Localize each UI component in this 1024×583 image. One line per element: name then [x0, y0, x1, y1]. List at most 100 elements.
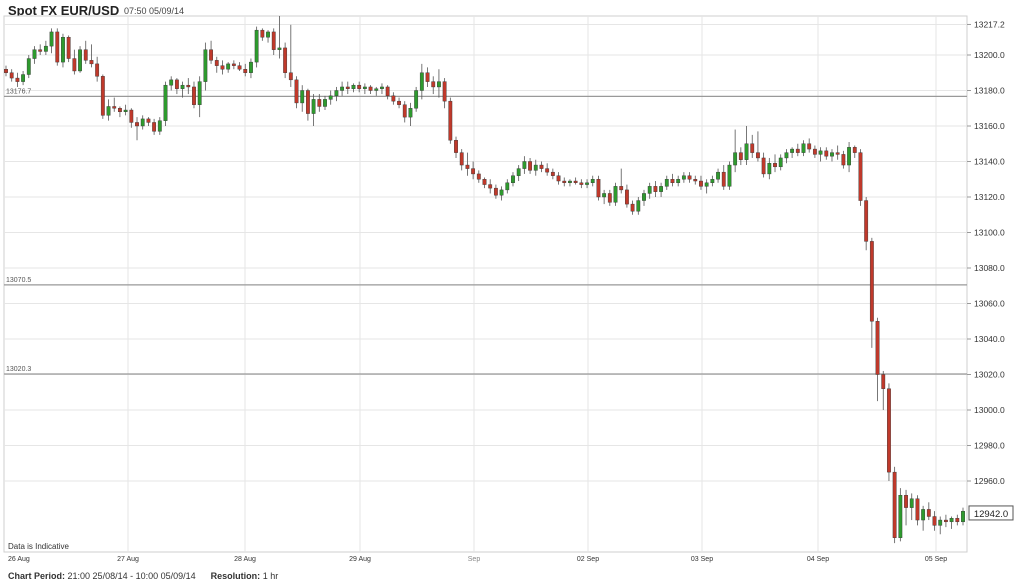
- candle-down: [579, 179, 584, 189]
- candle-down: [807, 138, 812, 153]
- candle-body: [277, 47, 282, 50]
- candle-body: [140, 118, 145, 127]
- candle-body: [613, 186, 618, 203]
- candle-down: [562, 177, 567, 187]
- candle-down: [955, 514, 960, 526]
- candle-body: [807, 143, 812, 150]
- candle-up: [43, 40, 48, 55]
- candle-up: [106, 99, 111, 121]
- candle-down: [459, 149, 464, 171]
- candle-down: [174, 78, 179, 95]
- candle-body: [271, 31, 276, 50]
- last-price-box: [968, 505, 1014, 521]
- candle-down: [186, 78, 191, 95]
- candle-body: [334, 90, 339, 97]
- candle-body: [186, 84, 191, 88]
- candle-down: [294, 76, 299, 109]
- candle-body: [249, 61, 253, 73]
- candle-down: [858, 149, 863, 206]
- candle-down: [402, 101, 407, 123]
- candle-up: [266, 30, 270, 43]
- candle-body: [602, 193, 607, 198]
- candle-down: [231, 60, 236, 70]
- candle-down: [841, 150, 846, 169]
- candle-body: [209, 49, 213, 61]
- candle-up: [647, 182, 652, 199]
- candle-body: [442, 81, 447, 102]
- candle-body: [419, 72, 424, 91]
- candle-up: [437, 69, 441, 98]
- candle-up: [351, 83, 356, 93]
- candle-body: [938, 519, 943, 526]
- candle-body: [573, 180, 578, 183]
- candle-body: [300, 90, 305, 104]
- candle-up: [26, 55, 31, 79]
- candle-body: [790, 148, 795, 153]
- candle-down: [448, 97, 453, 144]
- candle-body: [898, 495, 903, 539]
- candle-up: [949, 516, 954, 529]
- candle-down: [550, 168, 555, 180]
- candle-up: [522, 156, 527, 174]
- y-tick-label: 13217.2: [974, 19, 1005, 29]
- candle-body: [380, 86, 384, 89]
- candle-body: [476, 173, 481, 180]
- candle-body: [932, 516, 937, 526]
- candle-down: [89, 44, 94, 68]
- candle-body: [852, 147, 857, 153]
- candle-up: [374, 86, 379, 96]
- candle-up: [414, 86, 419, 112]
- candle-body: [784, 152, 789, 159]
- candle-up: [733, 129, 738, 173]
- candle-down: [573, 177, 578, 185]
- candle-body: [402, 104, 407, 118]
- candle-down: [915, 495, 920, 526]
- candle-body: [505, 182, 510, 191]
- candle-body: [459, 152, 464, 166]
- candle-down: [699, 175, 703, 190]
- candle-down: [220, 60, 225, 75]
- candle-down: [237, 62, 242, 71]
- candle-up: [140, 115, 145, 130]
- candle-up: [790, 147, 795, 158]
- x-tick-label: 04 Sep: [807, 556, 829, 563]
- reference-line-label: 13070.5: [6, 277, 31, 284]
- candle-body: [397, 100, 401, 105]
- candle-body: [362, 86, 367, 89]
- candle-body: [818, 150, 823, 155]
- candle-body: [83, 49, 88, 61]
- candle-body: [733, 152, 738, 166]
- candle-up: [226, 62, 231, 73]
- candle-down: [288, 24, 293, 87]
- candle-up: [277, 15, 282, 59]
- candle-body: [340, 86, 344, 91]
- candle-down: [146, 117, 151, 126]
- y-tick-label: 13040.0: [974, 334, 1005, 344]
- resolution-value: 1 hr: [262, 571, 279, 581]
- candle-up: [898, 488, 903, 542]
- candle-body: [323, 99, 327, 107]
- candle-down: [129, 108, 134, 128]
- candle-body: [311, 99, 316, 114]
- candle-down: [944, 514, 948, 528]
- candle-up: [203, 42, 208, 91]
- candle-up: [602, 189, 607, 205]
- candle-body: [328, 95, 333, 100]
- candle-body: [955, 518, 960, 523]
- candle-body: [653, 186, 658, 192]
- candle-body: [100, 76, 105, 116]
- candle-body: [904, 495, 908, 508]
- candle-down: [4, 65, 8, 77]
- y-tick-label: 13140.0: [974, 157, 1005, 167]
- candle-down: [556, 172, 561, 185]
- candle-body: [511, 175, 515, 183]
- candle-body: [214, 60, 219, 66]
- candle-up: [362, 83, 367, 95]
- candle-body: [795, 148, 800, 153]
- candle-body: [482, 179, 487, 185]
- candle-up: [636, 197, 641, 215]
- candle-up: [585, 179, 589, 189]
- candle-down: [630, 200, 635, 215]
- candle-body: [197, 81, 202, 105]
- candle-body: [915, 498, 920, 521]
